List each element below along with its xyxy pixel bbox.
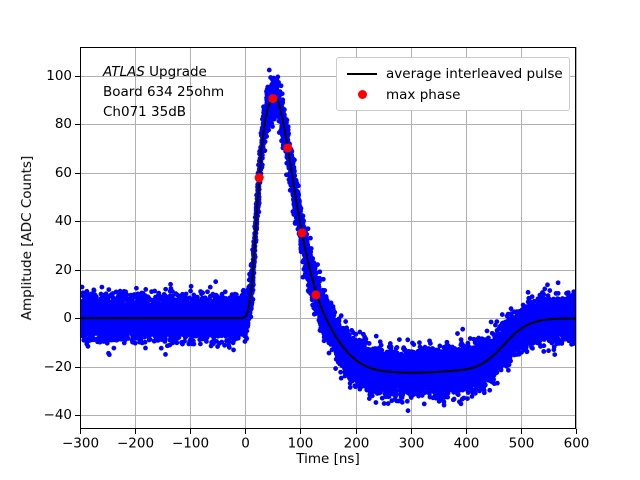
- max-phase-dot-icon: [357, 90, 367, 99]
- average-line-icon: [347, 72, 377, 75]
- legend-entry-maxphase: max phase: [347, 85, 559, 104]
- y-axis-label: Amplitude [ADC Counts]: [19, 155, 35, 321]
- annotation-line-2: Board 634 25ohm: [103, 84, 225, 100]
- annotation-line-1: ATLAS Upgrade: [103, 62, 224, 82]
- plot-annotation: ATLAS Upgrade Board 634 25ohm Ch071 35dB: [103, 62, 224, 122]
- x-axis-label: Time [ns]: [296, 451, 360, 467]
- annotation-line-3: Ch071 35dB: [103, 104, 187, 120]
- legend: average interleaved pulse max phase: [336, 57, 570, 111]
- annotation-upgrade-text: Upgrade: [144, 64, 207, 80]
- legend-line-sample: [347, 72, 377, 75]
- legend-label-average: average interleaved pulse: [386, 65, 563, 82]
- annotation-experiment-name: ATLAS: [103, 64, 145, 80]
- legend-entry-average: average interleaved pulse: [347, 64, 563, 83]
- legend-label-maxphase: max phase: [386, 86, 461, 103]
- legend-marker-sample: [347, 90, 377, 99]
